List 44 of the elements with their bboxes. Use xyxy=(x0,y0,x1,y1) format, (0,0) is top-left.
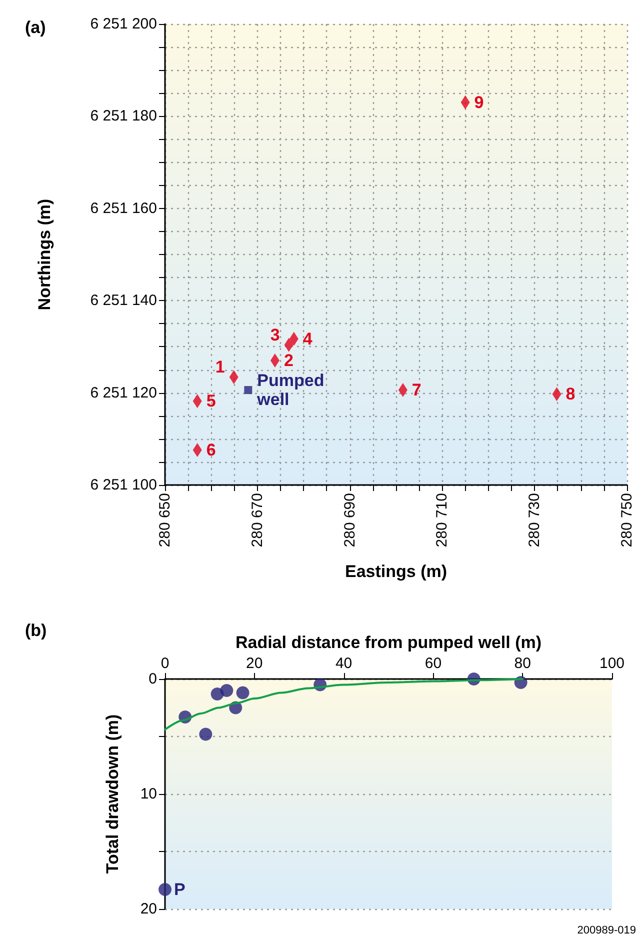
x-tick-label: 100 xyxy=(599,655,625,672)
point xyxy=(199,728,212,741)
y-tick-label: 10 xyxy=(140,786,157,802)
chart-title: (a) xyxy=(25,18,46,37)
point xyxy=(244,386,252,394)
y-axis-title: Total drawdown (m) xyxy=(103,714,122,874)
annotation: 3 xyxy=(270,325,280,344)
point xyxy=(220,684,234,697)
x-tick-label: 0 xyxy=(160,655,170,672)
x-axis-title: Radial distance from pumped well (m) xyxy=(235,633,542,652)
x-tick-label: 280 750 xyxy=(618,493,636,548)
annotation: 8 xyxy=(566,384,576,404)
y-tick-label: 6 251 140 xyxy=(90,292,157,310)
point xyxy=(236,686,250,700)
y-tick-label: 20 xyxy=(140,900,157,918)
x-tick-label: 40 xyxy=(335,655,352,672)
x-axis-title: Eastings (m) xyxy=(344,562,448,581)
annotation: 5 xyxy=(206,392,216,411)
x-tick-label: 280 670 xyxy=(248,493,266,548)
point xyxy=(158,882,172,896)
annotation: 7 xyxy=(412,380,422,400)
annotation: 6 xyxy=(206,440,216,460)
annotation: 4 xyxy=(302,329,313,348)
y-tick-label: 6 251 180 xyxy=(90,108,157,125)
annotation: P xyxy=(174,880,186,899)
text: 200989-019 xyxy=(577,924,636,936)
x-tick-label: 280 710 xyxy=(434,493,451,548)
y-tick-label: 6 251 160 xyxy=(90,200,157,217)
x-tick-label: 280 730 xyxy=(526,493,544,548)
x-tick-label: 60 xyxy=(424,655,442,672)
x-tick-label: 80 xyxy=(514,655,531,672)
x-tick-label: 280 690 xyxy=(341,493,358,548)
annotation: 1 xyxy=(215,358,225,377)
y-tick-label: 6 251 120 xyxy=(90,384,157,402)
annotation: Pumped well xyxy=(256,371,329,410)
y-tick-label: 6 251 200 xyxy=(90,16,157,32)
chart-title: (b) xyxy=(25,621,47,640)
x-tick-label: 280 650 xyxy=(156,493,174,548)
y-axis-title: Northings (m) xyxy=(35,198,54,310)
annotation: 9 xyxy=(474,92,484,112)
x-tick-label: 20 xyxy=(246,655,263,672)
annotation: 2 xyxy=(284,351,294,370)
y-tick-label: 0 xyxy=(148,670,157,688)
y-tick-label: 6 251 100 xyxy=(90,476,157,494)
